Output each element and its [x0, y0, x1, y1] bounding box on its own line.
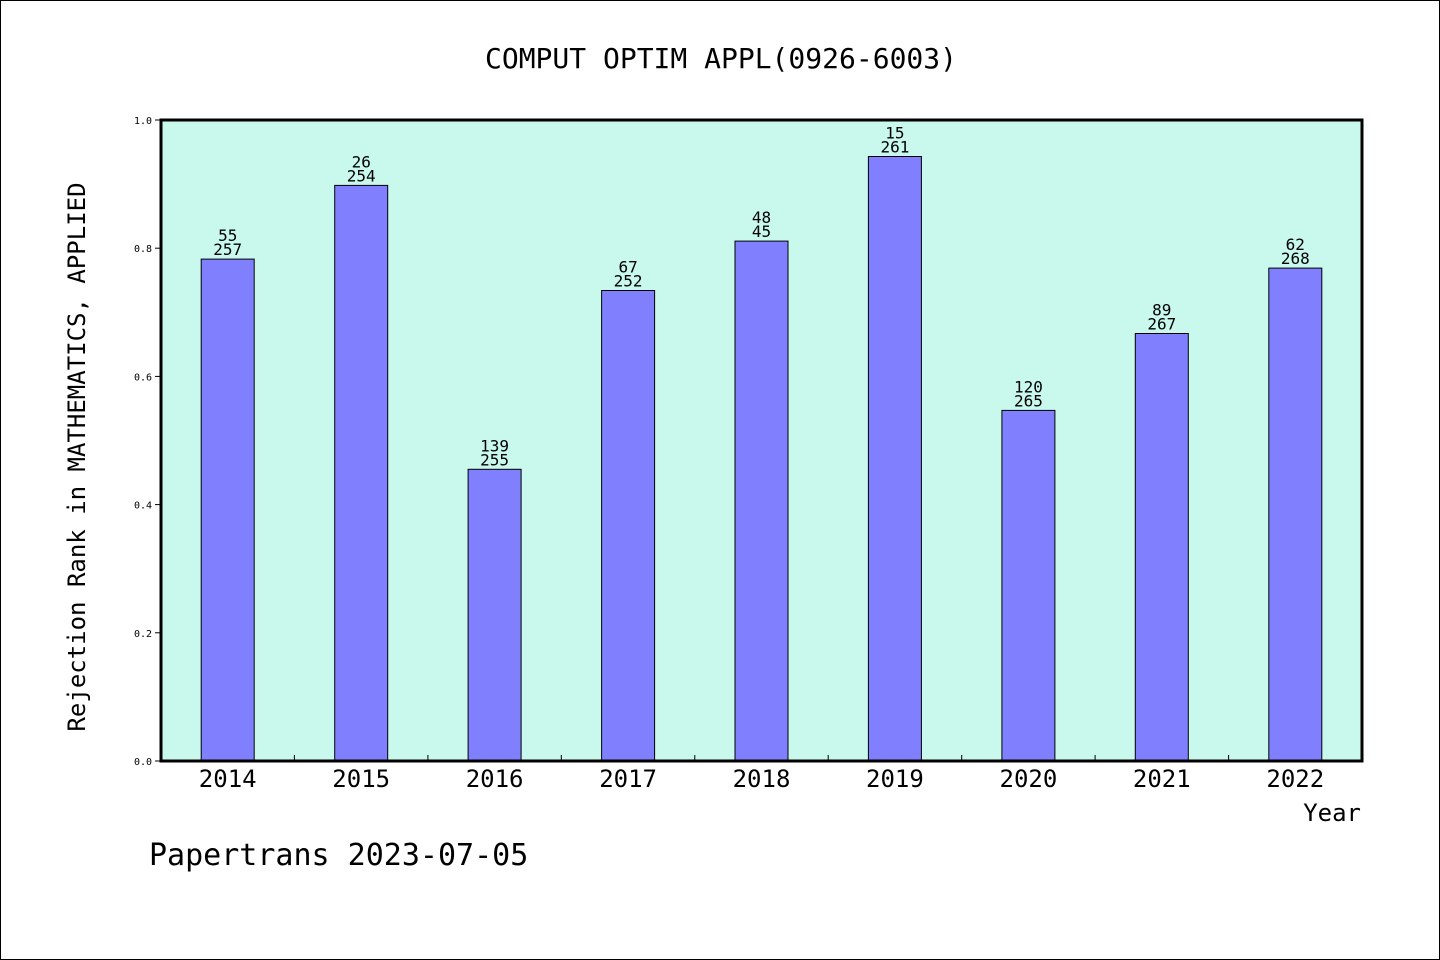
bar-label-bottom-2015: 254 — [347, 166, 376, 185]
bar-2017 — [601, 290, 656, 762]
bar-label-top-2015: 26 — [352, 152, 371, 171]
bar-label-top-2020: 120 — [1014, 377, 1043, 396]
bar-label-bottom-2021: 267 — [1147, 315, 1176, 334]
y-tick-label-1.0: 1.0 — [134, 116, 152, 127]
bar-2016 — [467, 468, 522, 762]
y-axis-label: Rejection Rank in MATHEMATICS, APPLIED — [63, 182, 91, 731]
bar-label-top-2019: 15 — [885, 124, 904, 143]
bar-2020 — [1001, 409, 1056, 762]
bar-label-top-2018: 48 — [752, 208, 771, 227]
bar-2018 — [734, 240, 789, 762]
x-tick-label-2020: 2020 — [1000, 765, 1058, 793]
bar-2015 — [334, 184, 389, 762]
bar-2021 — [1134, 333, 1189, 762]
bar-label-bottom-2019: 261 — [880, 138, 909, 157]
y-tick-label-0.2: 0.2 — [134, 629, 152, 640]
chart-title: COMPUT OPTIM APPL(0926-6003) — [485, 42, 957, 75]
y-tick-label-0.4: 0.4 — [134, 501, 152, 512]
bar-label-top-2017: 67 — [618, 258, 637, 277]
y-tick-label-0.0: 0.0 — [134, 757, 152, 768]
bar-2014 — [200, 258, 255, 762]
x-tick-label-2018: 2018 — [733, 765, 791, 793]
bar-label-bottom-2020: 265 — [1014, 391, 1043, 410]
bar-label-top-2014: 55 — [218, 226, 237, 245]
bar-label-bottom-2016: 255 — [480, 450, 509, 469]
x-axis-label: Year — [1303, 799, 1361, 827]
y-tick-label-0.8: 0.8 — [134, 244, 152, 255]
bar-2022 — [1268, 267, 1323, 762]
bar-label-top-2021: 89 — [1152, 301, 1171, 320]
bar-label-bottom-2017: 252 — [614, 272, 643, 291]
bar-label-bottom-2018: 45 — [752, 222, 771, 241]
x-tick-label-2014: 2014 — [199, 765, 257, 793]
x-tick-label-2021: 2021 — [1133, 765, 1191, 793]
bar-label-bottom-2022: 268 — [1281, 249, 1310, 268]
bar-label-bottom-2014: 257 — [213, 240, 242, 259]
plot-frame — [159, 118, 1364, 763]
x-tick-label-2015: 2015 — [332, 765, 390, 793]
x-tick-label-2017: 2017 — [599, 765, 657, 793]
ticks-group: 2014 2015 2016 2017 2018 2019 2020 2021 2022 0.0 0… — [134, 116, 1324, 793]
x-tick-label-2016: 2016 — [466, 765, 524, 793]
footer-text: Papertrans 2023-07-05 — [149, 838, 528, 873]
bar-2019 — [867, 156, 922, 762]
bars-group — [200, 156, 1323, 762]
bar-label-top-2022: 62 — [1286, 235, 1305, 254]
x-tick-label-2019: 2019 — [866, 765, 924, 793]
y-tick-label-0.6: 0.6 — [134, 372, 152, 383]
bar-label-top-2016: 139 — [480, 436, 509, 455]
x-tick-label-2022: 2022 — [1266, 765, 1324, 793]
